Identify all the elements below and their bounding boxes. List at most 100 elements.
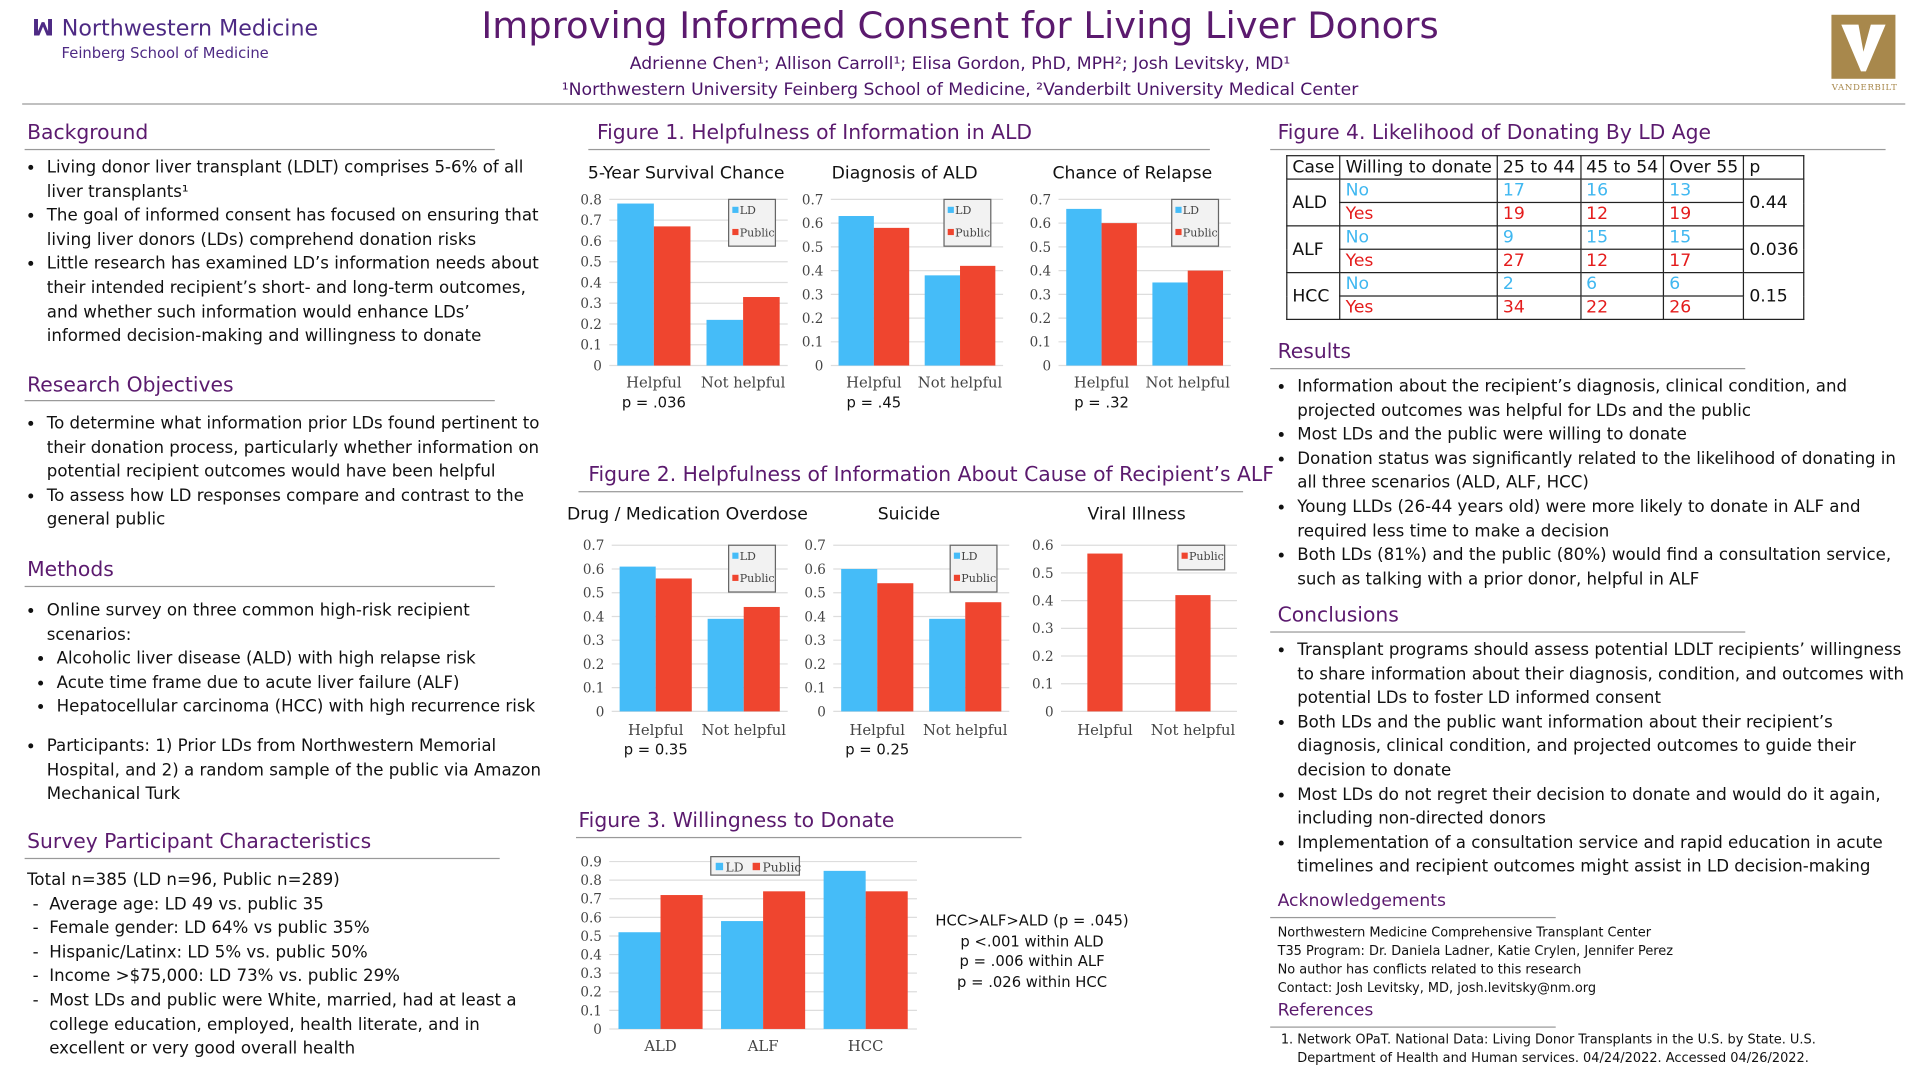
x-tick-label: ALD <box>643 1038 676 1055</box>
y-tick-label: 0.3 <box>580 966 602 982</box>
yes-cell: 34 <box>1496 295 1582 321</box>
y-tick-label: 0.5 <box>580 255 602 271</box>
bar-ld-helpful <box>838 216 874 366</box>
case-cell: ALF <box>1286 225 1341 274</box>
divider <box>588 148 1210 151</box>
list-item: Alcoholic liver disease (ALD) with high … <box>57 648 547 672</box>
acknowledgements-text: Northwestern Medicine Comprehensive Tran… <box>1278 924 1673 998</box>
yes-cell: Yes <box>1339 248 1498 274</box>
x-tick-label: Not helpful <box>701 375 786 392</box>
column-header: Over 55 <box>1663 155 1745 180</box>
bar-public-helpful <box>653 226 691 366</box>
table-row: Yes 34 22 26 <box>1287 295 1804 321</box>
y-tick-label: 0.2 <box>580 317 602 333</box>
y-tick-label: 0.6 <box>583 562 605 578</box>
y-tick-label: 0.3 <box>583 633 605 649</box>
chart-title: Viral Illness <box>1087 504 1186 525</box>
bar-public-not-helpful <box>960 265 996 366</box>
legend-label: LD <box>961 550 977 563</box>
x-tick-label: Helpful <box>850 722 906 739</box>
bar-chart: 0 0.1 0.2 0.3 0.4 0.5 0.6 0.7 Helpful Not helpful… <box>804 538 1010 739</box>
legend-label: Public <box>955 226 990 239</box>
list-item: Female gender: LD 64% vs public 35% <box>49 917 531 941</box>
list-item: Participants: 1) Prior LDs from Northwes… <box>47 735 547 807</box>
no-cell: 13 <box>1663 178 1745 204</box>
list-item: Income >$75,000: LD 73% vs. public 29% <box>49 965 531 989</box>
yes-cell: 12 <box>1579 248 1665 274</box>
yes-cell: Yes <box>1339 295 1498 321</box>
p-cell: 0.036 <box>1743 225 1805 274</box>
logo-subtitle: Feinberg School of Medicine <box>61 44 269 62</box>
bar-public-not-helpful <box>743 606 780 712</box>
divider <box>1270 1026 1556 1028</box>
y-tick-label: 0.2 <box>583 657 605 673</box>
list-item: Both LDs and the public want information… <box>1297 711 1912 783</box>
list-item: Most LDs do not regret their decision to… <box>1297 783 1912 831</box>
y-tick-label: 0.3 <box>804 633 826 649</box>
y-tick-label: 0 <box>593 358 602 374</box>
divider <box>578 491 1244 493</box>
fig4-table: Case Willing to donate 25 to 44 45 to 54 Ove… <box>1286 155 1805 321</box>
y-tick-label: 0 <box>593 1022 602 1038</box>
list-item: Implementation of a consultation service… <box>1297 832 1912 880</box>
legend-swatch <box>1181 552 1188 559</box>
legend-label: LD <box>740 550 756 563</box>
authors: Adrienne Chen¹; Allison Carroll¹; Elisa … <box>629 54 1291 74</box>
acknowledgements-heading: Acknowledgements <box>1277 891 1446 911</box>
characteristics-list: Total n=385 (LD n=96, Public n=289) Aver… <box>27 869 532 1062</box>
y-tick-label: 0.5 <box>1032 566 1054 582</box>
list-item: Information about the recipient’s diagno… <box>1297 375 1907 423</box>
chart-title: Diagnosis of ALD <box>831 163 978 184</box>
line: Northwestern Medicine Comprehensive Tran… <box>1277 925 1652 941</box>
list-item: Hepatocellular carcinoma (HCC) with high… <box>57 696 547 720</box>
chart-title: Suicide <box>877 504 941 525</box>
yes-cell: Yes <box>1339 201 1498 227</box>
no-cell: 6 <box>1579 272 1665 297</box>
y-tick-label: 0.4 <box>804 609 826 625</box>
legend-label: Public <box>740 572 775 585</box>
bar-ld-helpful <box>617 203 654 366</box>
table-row: ALD No 17 16 13 0.44 <box>1286 178 1805 227</box>
y-tick-label: 0.1 <box>802 335 824 351</box>
y-tick-label: 0.4 <box>580 275 602 291</box>
y-tick-label: 0 <box>1042 358 1051 374</box>
vanderbilt-wordmark: VANDERBILT <box>1831 82 1898 93</box>
yes-cell: 19 <box>1663 201 1745 227</box>
legend-label: Public <box>961 572 996 585</box>
no-cell: 15 <box>1579 225 1665 250</box>
y-tick-label: 0.1 <box>804 681 826 697</box>
divider <box>1270 631 1746 633</box>
bar-ld-alf <box>721 921 764 1029</box>
bar-chart: 0 0.1 0.2 0.3 0.4 0.5 0.6 0.7 Helpful Not helpful… <box>583 538 788 739</box>
no-cell: No <box>1339 225 1498 250</box>
objectives-heading: Research Objectives <box>27 372 234 397</box>
x-tick-label: Not helpful <box>1151 722 1236 739</box>
bar-chart: 0 0.1 0.2 0.3 0.4 0.5 0.6 0.7 0.8 Helpful Not help… <box>580 192 788 392</box>
fig1-heading: Figure 1. Helpfulness of Information in … <box>596 120 1033 145</box>
bar-chart: 0 0.1 0.2 0.3 0.4 0.5 0.6 0.7 Helpful Not helpful… <box>802 192 1004 392</box>
list-item: Acute time frame due to acute liver fail… <box>57 672 547 696</box>
list-item: Little research has examined LD’s inform… <box>47 253 547 349</box>
bar-public-helpful <box>873 227 910 366</box>
y-tick-label: 0 <box>596 704 605 720</box>
y-tick-label: 0 <box>1045 704 1054 720</box>
fig4-table-wrap: Case Willing to donate 25 to 44 45 to 54 Ove… <box>1286 155 1805 321</box>
objectives-list: To determine what information prior LDs … <box>27 412 546 533</box>
yes-cell: 27 <box>1496 248 1582 274</box>
list-item: Online survey on three common high-risk … <box>47 599 547 647</box>
list-item: To assess how LD responses compare and c… <box>47 485 547 533</box>
y-tick-label: 0.4 <box>1030 264 1052 280</box>
list-item: Hispanic/Latinx: LD 5% vs. public 50% <box>49 941 531 965</box>
legend-label: Public <box>762 860 801 874</box>
x-tick-label: Helpful <box>628 722 684 739</box>
list-item: Donation status was significantly relate… <box>1297 448 1907 496</box>
y-tick-label: 0.5 <box>1030 240 1052 256</box>
divider <box>576 836 1022 839</box>
list-item: To determine what information prior LDs … <box>47 412 547 484</box>
table-row: Yes 27 12 17 <box>1287 248 1804 274</box>
no-cell: No <box>1339 272 1498 297</box>
y-tick-label: 0.5 <box>583 586 605 602</box>
no-cell: 15 <box>1663 225 1745 250</box>
x-tick-label: Helpful <box>1074 375 1130 392</box>
